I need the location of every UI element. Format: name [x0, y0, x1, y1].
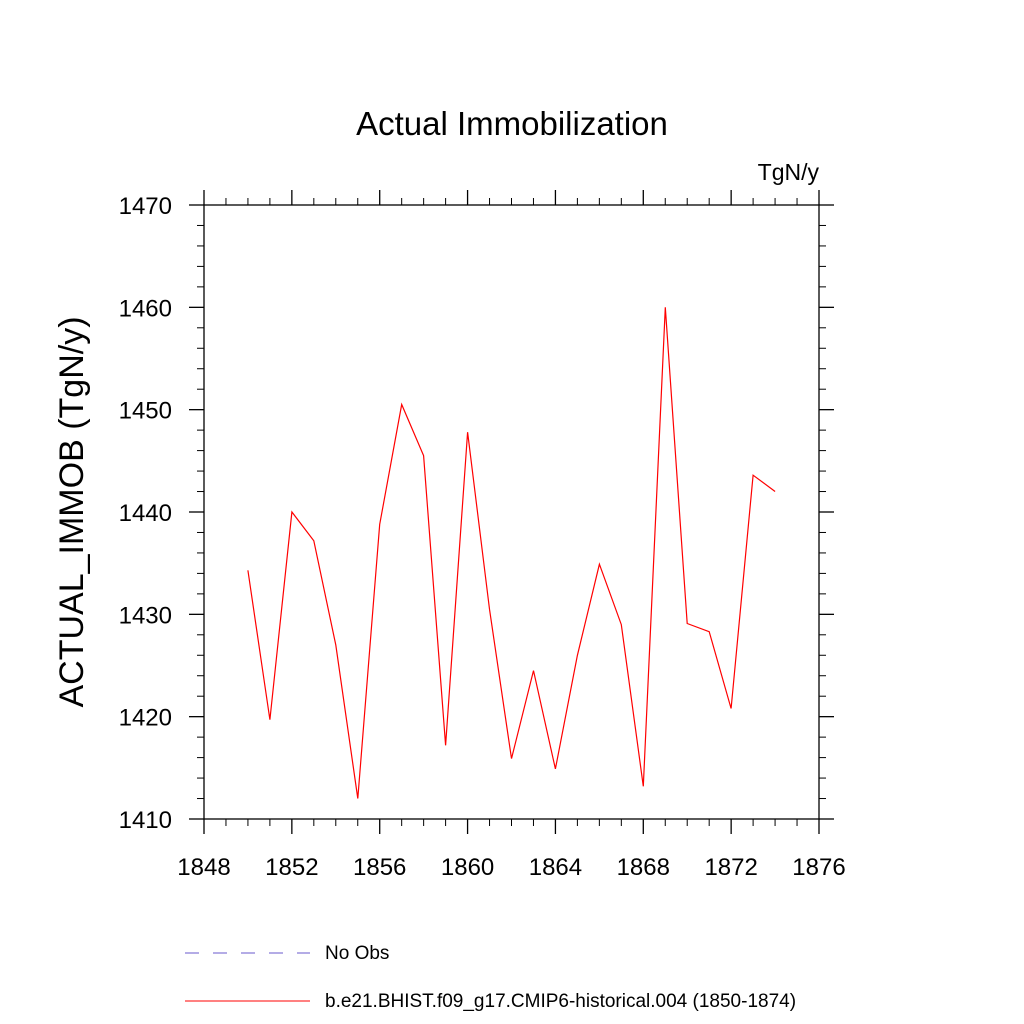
- series-layer: [247, 307, 776, 799]
- x-tick-label: 1848: [177, 854, 230, 881]
- legend-label-historical: b.e21.BHIST.f09_g17.CMIP6-historical.004…: [325, 991, 796, 1012]
- y-tick-label: 1420: [119, 705, 172, 732]
- y-tick-label: 1470: [119, 193, 172, 220]
- series-line-historical: [247, 307, 776, 799]
- y-tick-label: 1440: [119, 500, 172, 527]
- x-tick-label: 1856: [353, 854, 406, 881]
- y-tick-label: 1460: [119, 295, 172, 322]
- y-tick-labels: 1410 1420 1430 1440 1450 1460 1470: [119, 193, 172, 834]
- x-tick-label: 1860: [441, 854, 494, 881]
- x-tick-label: 1872: [704, 854, 757, 881]
- x-tick-labels: 1848 1852 1856 1860 1864 1868 1872 1876: [177, 854, 845, 881]
- y-tick-label: 1410: [119, 807, 172, 834]
- units-label: TgN/y: [758, 159, 820, 185]
- legend: No Obs b.e21.BHIST.f09_g17.CMIP6-histori…: [185, 943, 796, 1012]
- y-tick-label: 1450: [119, 398, 172, 425]
- chart-title: Actual Immobilization: [356, 105, 668, 142]
- x-tick-label: 1868: [617, 854, 670, 881]
- plot-frame: [203, 204, 820, 820]
- legend-label-no-obs: No Obs: [325, 943, 389, 964]
- x-tick-label: 1864: [529, 854, 582, 881]
- y-axis-label: ACTUAL_IMMOB (TgN/y): [53, 316, 91, 707]
- x-tick-label: 1876: [792, 854, 845, 881]
- y-tick-label: 1430: [119, 602, 172, 629]
- x-tick-label: 1852: [265, 854, 318, 881]
- axis-ticks: [189, 190, 834, 834]
